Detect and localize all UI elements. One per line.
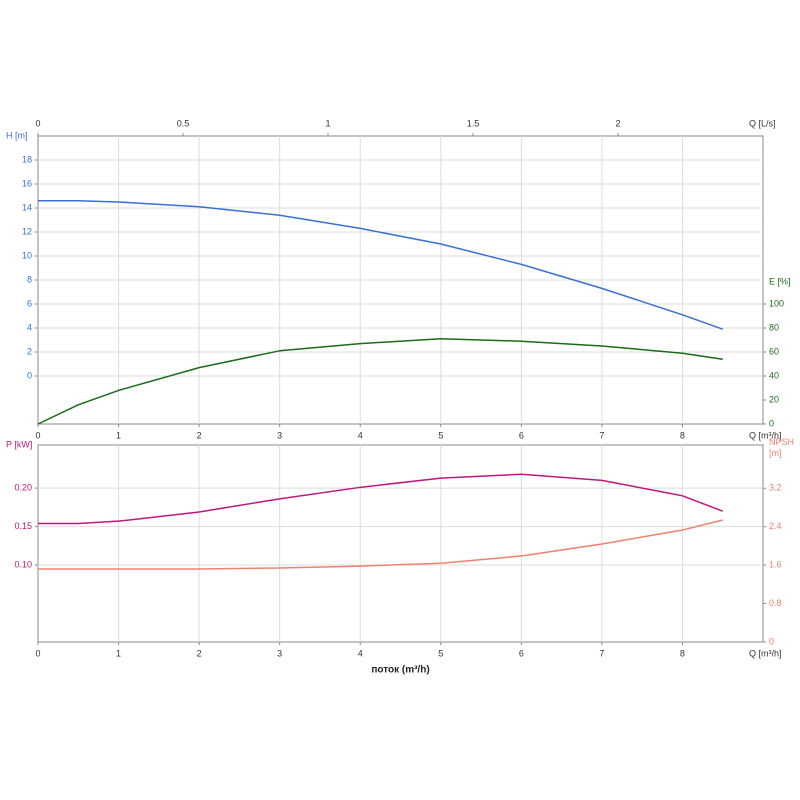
y-tick-label: 16 <box>22 178 32 188</box>
x2-axis-label: Q [L/s] <box>749 118 776 128</box>
x-tick-label: 4 <box>358 648 363 658</box>
y-axis-label: P [kW] <box>6 439 32 449</box>
x-tick-label: 8 <box>680 648 685 658</box>
x-tick-label: 5 <box>438 430 443 440</box>
y-tick-label: 8 <box>27 274 32 284</box>
curve <box>38 200 723 330</box>
x-tick-label: 4 <box>358 430 363 440</box>
curve <box>38 519 723 570</box>
y2-tick-label: 0 <box>769 418 774 428</box>
x-tick-label: 2 <box>197 648 202 658</box>
y2-tick-label: 20 <box>769 394 779 404</box>
curve <box>37 338 723 425</box>
y2-tick-label: 0.8 <box>769 598 782 608</box>
x-axis-title: поток (m³/h) <box>371 665 429 676</box>
y-tick-label: 0.15 <box>14 521 32 531</box>
y-tick-label: 0.20 <box>14 482 32 492</box>
x-tick-label: 6 <box>519 430 524 440</box>
x2-tick-label: 0 <box>35 118 40 128</box>
x-tick-label: 1 <box>116 430 121 440</box>
y2-tick-label: 40 <box>769 370 779 380</box>
y-tick-label: 6 <box>27 298 32 308</box>
y2-tick-label: 2.4 <box>769 521 782 531</box>
y2-tick-label: 80 <box>769 322 779 332</box>
plot-frame <box>37 444 764 643</box>
x-tick-label: 3 <box>277 648 282 658</box>
y-tick-label: 18 <box>22 154 32 164</box>
y2-tick-label: 0 <box>769 636 774 646</box>
x-tick-label: 1 <box>116 648 121 658</box>
x2-tick-label: 2 <box>615 118 620 128</box>
x-axis-label: Q [m³/h] <box>749 648 782 658</box>
x-tick-label: 6 <box>519 648 524 658</box>
y2-tick-label: 100 <box>769 298 784 308</box>
y-tick-label: 0 <box>27 370 32 380</box>
x-axis-label: Q [m³/h] <box>749 430 782 440</box>
y2-axis-label: E [%] <box>769 276 791 286</box>
y-tick-label: 0.10 <box>14 559 32 569</box>
x-tick-label: 0 <box>35 648 40 658</box>
y2-tick-label: 3.2 <box>769 483 782 493</box>
y2-axis-label: NPSH [m] <box>769 437 794 458</box>
x-tick-label: 2 <box>197 430 202 440</box>
x-tick-label: 5 <box>438 648 443 658</box>
x-tick-label: 7 <box>599 648 604 658</box>
x-tick-label: 0 <box>35 430 40 440</box>
y2-tick-label: 60 <box>769 346 779 356</box>
y-axis-label: H [m] <box>6 130 28 140</box>
x2-tick-label: 1.5 <box>467 118 480 128</box>
curve <box>38 473 723 525</box>
x-tick-label: 3 <box>277 430 282 440</box>
y-tick-label: 12 <box>22 226 32 236</box>
y-tick-label: 2 <box>27 346 32 356</box>
y-tick-label: 10 <box>22 250 32 260</box>
y-tick-label: 14 <box>22 202 32 212</box>
y-tick-label: 4 <box>27 322 32 332</box>
x-tick-label: 8 <box>680 430 685 440</box>
x2-tick-label: 1 <box>325 118 330 128</box>
x-tick-label: 7 <box>599 430 604 440</box>
y2-tick-label: 1.6 <box>769 559 782 569</box>
x2-tick-label: 0.5 <box>177 118 190 128</box>
